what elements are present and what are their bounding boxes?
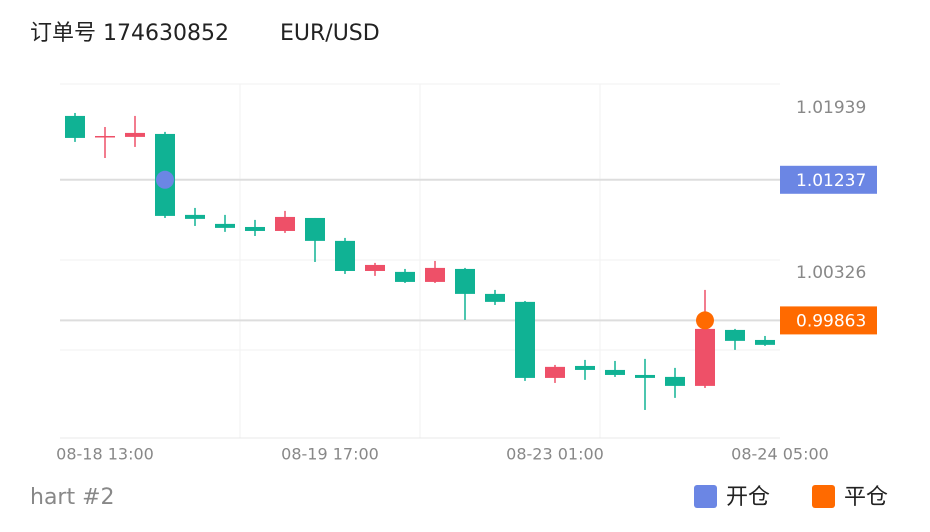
footer: hart #2 (30, 485, 115, 510)
candle-body (515, 301, 535, 378)
x-tick-label: 08-19 17:00 (281, 445, 379, 464)
candle-body (665, 376, 685, 386)
candle-body (275, 216, 295, 231)
candle-body (575, 365, 595, 370)
price-tag-label: 1.01237 (796, 171, 866, 191)
candle-body (215, 223, 235, 228)
x-tick-label: 08-24 05:00 (731, 445, 829, 464)
y-tick-label: 1.00326 (796, 263, 866, 283)
grid (60, 83, 780, 439)
legend-swatch (694, 485, 717, 508)
candle-body (605, 369, 625, 375)
candle-body (485, 293, 505, 302)
candle-body (425, 267, 445, 282)
candle-body (65, 115, 85, 138)
candle-body (635, 374, 655, 378)
trade-marker (696, 311, 714, 330)
y-tick-label: 1.01939 (796, 98, 866, 118)
candle-body (95, 135, 115, 138)
trade-marker (156, 170, 174, 189)
legend-label: 开仓 (726, 485, 770, 510)
x-tick-label: 08-18 13:00 (56, 445, 154, 464)
price-tag-label: 0.99863 (796, 311, 866, 331)
candle-body (335, 240, 355, 271)
candle-body (305, 217, 325, 241)
candle-body (125, 132, 145, 137)
price-tag (780, 306, 877, 335)
candle-body (365, 264, 385, 271)
candle-body (245, 226, 265, 231)
candle-body (545, 366, 565, 378)
symbol: EUR/USD (280, 21, 380, 46)
candle-body (455, 268, 475, 294)
candle-body (725, 329, 745, 341)
candle-body (695, 328, 715, 386)
legend-label: 平仓 (844, 485, 888, 510)
legend-swatch (812, 485, 835, 508)
candle-body (755, 339, 775, 345)
candle-body (185, 214, 205, 219)
x-tick-label: 08-23 01:00 (506, 445, 604, 464)
title: 订单号 174630852 (30, 21, 229, 46)
price-tag (780, 165, 877, 194)
candle-body (395, 271, 415, 282)
